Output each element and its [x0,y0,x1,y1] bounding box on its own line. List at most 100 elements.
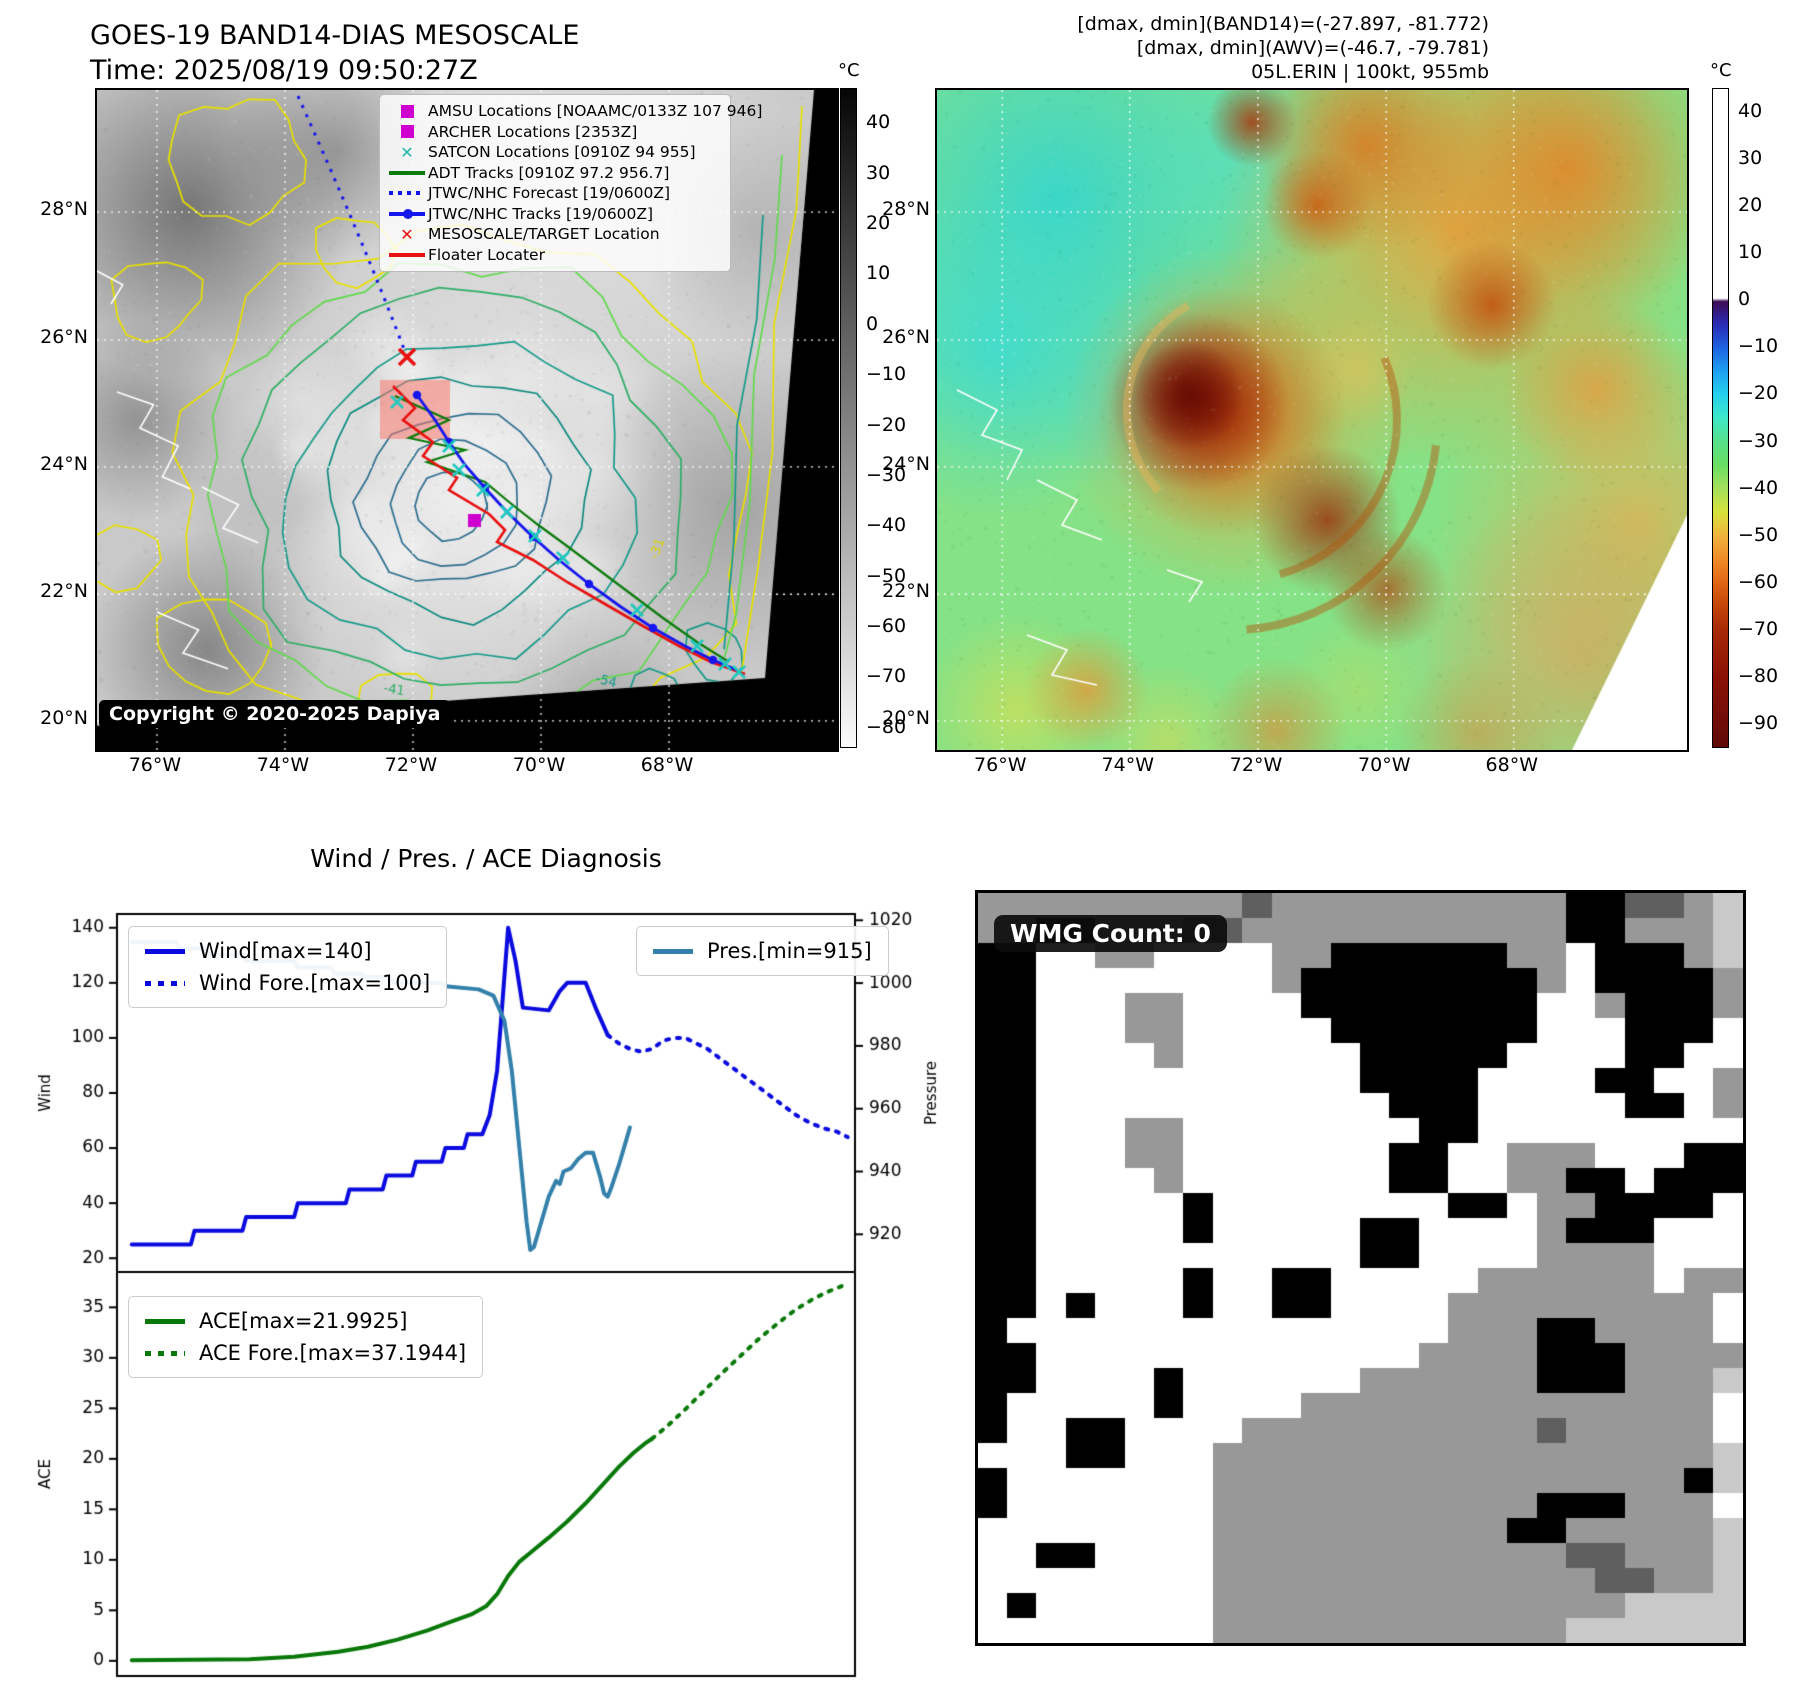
colorbar-tick-label: −40 [1738,476,1779,499]
lon-tick-label: 70°W [512,754,566,776]
dotted-icon [386,191,428,196]
wind-legend-item: Wind[max=140] [145,935,430,967]
colorbar-tick-label: −80 [866,715,907,738]
colorbar-tick-label: −20 [866,413,907,436]
lat-tick-label: 26°N [40,326,88,349]
colorbar-tick-label: −10 [1738,335,1779,358]
pressure-legend: Pres.[min=915] [636,926,889,976]
map-legend-label: MESOSCALE/TARGET Location [428,225,660,244]
storm-id-intensity: 05L.ERIN | 100kt, 955mb [1251,61,1489,83]
band14-title: GOES-19 BAND14-DIAS MESOSCALE [90,20,580,51]
lat-tick-label: 20°N [882,706,930,729]
band14-satellite-map: AMSU Locations [NOAAMC/0133Z 107 946] ARC… [95,88,839,752]
map-legend-label: ADT Tracks [0910Z 97.2 956.7] [428,163,670,182]
colorbar-tick-label: 0 [866,312,879,335]
colorbar-tick-label: −30 [866,463,907,486]
colorbar-tick-label: 10 [1738,241,1763,263]
map-legend-label: JTWC/NHC Tracks [19/0600Z] [428,204,654,223]
colorbar-tick-label: −60 [1738,571,1779,593]
wind-legend-label: Wind[max=140] [199,939,372,963]
x-icon: ✕ [400,142,414,162]
line-icon [386,252,428,257]
legend-square [400,104,414,118]
colorbar-tick-label: 30 [866,161,891,184]
diagnosis-title: Wind / Pres. / ACE Diagnosis [310,844,662,873]
lon-tick-label: 68°W [640,754,694,776]
square-icon [386,104,428,118]
lon-tick-label: 72°W [1229,754,1283,776]
map-legend: AMSU Locations [NOAAMC/0133Z 107 946] ARC… [379,94,762,272]
wind-legend: Wind[max=140] Wind Fore.[max=100] [128,926,448,1008]
lat-tick-label: 24°N [40,452,88,475]
colorbar-tick-label: −80 [1738,665,1779,688]
map-legend-item: ✕ SATCON Locations [0910Z 94 955] [386,142,722,163]
wind-forecast-legend-item: Wind Fore.[max=100] [145,967,430,999]
lat-tick-label: 24°N [882,452,930,475]
map-legend-label: SATCON Locations [0910Z 94 955] [428,143,696,162]
awv-lat-axis: 28°N 26°N 24°N 22°N 20°N [842,88,930,748]
map-legend-label: JTWC/NHC Forecast [19/0600Z] [428,184,671,203]
map-legend-item: ARCHER Locations [2353Z] [386,122,722,143]
line-dot-icon [386,208,428,219]
map-legend-item: ✕ MESOSCALE/TARGET Location [386,224,722,245]
colorbar-tick-label: 20 [1738,193,1763,216]
wmg-panel: WMG Count: 0 [975,890,1746,1646]
lon-tick-label: 68°W [1485,754,1538,776]
band14-lat-axis: 28°N 26°N 24°N 22°N 20°N [0,88,88,748]
colorbar-right-unit: °C [1710,60,1732,81]
pressure-legend-label: Pres.[min=915] [707,939,872,963]
band14-lon-axis: 76°W 74°W 72°W 70°W 68°W [95,754,835,784]
map-legend-label: Floater Locater [428,245,545,264]
line-icon [386,170,428,175]
wind-pressure-ace-charts [0,890,1000,1690]
pressure-legend-item: Pres.[min=915] [653,935,872,967]
map-legend-label: ARCHER Locations [2353Z] [428,122,638,141]
map-legend-label: AMSU Locations [NOAAMC/0133Z 107 946] [428,102,763,121]
lon-tick-label: 76°W [128,754,182,776]
awv-lon-axis: 76°W 74°W 72°W 70°W 68°W [935,754,1685,784]
square-icon [386,125,428,139]
ace-forecast-legend-item: ACE Fore.[max=37.1944] [145,1337,466,1369]
lat-tick-label: 28°N [882,198,930,221]
ace-legend-item: ACE[max=21.9925] [145,1305,466,1337]
wmg-count-badge: WMG Count: 0 [994,915,1227,952]
colorbar-right-ticks: 40 30 20 10 0 −10 −20 −30 −40 −50 −60 −70 −80 −90 [1738,88,1796,748]
pressure-line-swatch [653,948,693,954]
wmg-grid-image [978,893,1743,1643]
awv-header: [dmax, dmin](BAND14)=(-27.897, -81.772) … [1077,12,1489,84]
colorbar-tick-label: −70 [1738,618,1779,641]
colorbar-tick-label: −50 [866,564,907,587]
colorbar-left-ticks: 40 30 20 10 0 −10 −20 −30 −40 −50 −60 −70 −80 [866,88,926,748]
dmax-dmin-band14: [dmax, dmin](BAND14)=(-27.897, -81.772) [1077,13,1489,35]
map-legend-item: Floater Locater [386,245,722,266]
lat-tick-label: 22°N [882,580,930,603]
wind-forecast-swatch [145,980,185,986]
legend-line [389,170,425,175]
legend-line [389,252,425,257]
colorbar-tick-label: 0 [1738,288,1751,311]
lat-tick-label: 22°N [40,580,88,603]
colorbar-tick-label: −90 [1738,712,1779,735]
colorbar-tick-label: −20 [1738,382,1779,405]
colorbar-tick-label: −30 [1738,429,1779,452]
ace-forecast-legend-label: ACE Fore.[max=37.1944] [199,1341,467,1365]
band14-header: GOES-19 BAND14-DIAS MESOSCALE Time: 2025… [90,18,579,88]
ace-forecast-swatch [145,1350,185,1356]
band14-time: Time: 2025/08/19 09:50:27Z [90,55,478,86]
dmax-dmin-awv: [dmax, dmin](AWV)=(-46.7, -79.781) [1136,37,1489,59]
lon-tick-label: 76°W [974,754,1027,776]
lon-tick-label: 74°W [1101,754,1154,776]
colorbar-tick-label: −60 [866,615,907,638]
lat-tick-label: 20°N [40,706,88,729]
ace-legend-label: ACE[max=21.9925] [199,1309,408,1333]
x-icon: ✕ [400,224,414,244]
map-legend-item: ADT Tracks [0910Z 97.2 956.7] [386,163,722,184]
lon-tick-label: 70°W [1358,754,1411,776]
colorbar-tick-label: 40 [866,111,891,134]
colorbar-tick-label: −40 [866,514,907,537]
colorbar-tick-label: −70 [866,665,907,688]
legend-line-dot [389,208,425,219]
colorbar-tick-label: 40 [1738,99,1763,122]
colorbar-tick-label: 10 [866,262,891,285]
